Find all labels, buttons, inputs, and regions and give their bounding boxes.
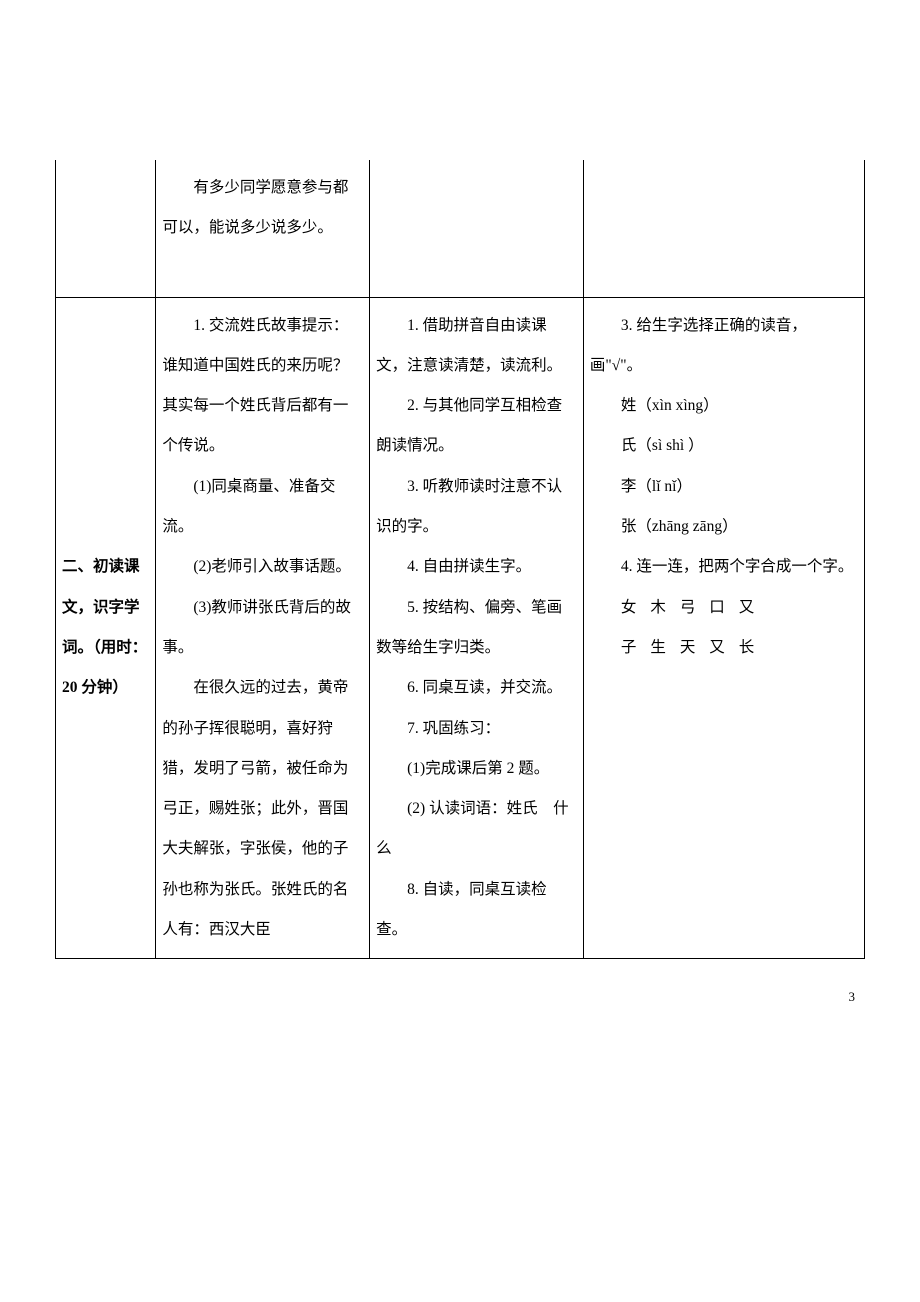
stage-line: 二、初读课 [62,547,149,587]
paragraph: (1)完成课后第 2 题。 [376,749,577,789]
lesson-table: 有多少同学愿意参与都可以，能说多少说多少。 二、初读课 文，识字学 词。（用时：… [55,160,865,959]
paragraph: 在很久远的过去，黄帝的孙子挥很聪明，喜好狩猎，发明了弓箭，被任命为弓正，赐姓张；… [162,668,363,950]
page-number: 3 [55,989,865,1005]
cell-student-activity-2: 1. 借助拼音自由读课文，注意读清楚，读流利。 2. 与其他同学互相检查朗读情况… [370,297,584,959]
cell-exercise-1 [583,160,864,297]
paragraph: (2) 认读词语：姓氏 什么 [376,789,577,870]
paragraph: (2)老师引入故事话题。 [162,547,363,587]
paragraph: 2. 与其他同学互相检查朗读情况。 [376,386,577,467]
table-row: 有多少同学愿意参与都可以，能说多少说多少。 [56,160,865,297]
paragraph: 4. 连一连，把两个字合成一个字。 [590,547,858,587]
stage-line: 20 分钟） [62,668,149,708]
paragraph: 1. 借助拼音自由读课文，注意读清楚，读流利。 [376,306,577,387]
paragraph: 1. 交流姓氏故事提示：谁知道中国姓氏的来历呢？其实每一个姓氏背后都有一个传说。 [162,306,363,467]
cell-teacher-activity-1: 有多少同学愿意参与都可以，能说多少说多少。 [156,160,370,297]
paragraph: 8. 自读，同桌互读检查。 [376,870,577,951]
paragraph: 张（zhāng zāng） [590,507,858,547]
char-row: 女木弓口又 [590,588,858,628]
char-row: 子生天又长 [590,628,858,668]
paragraph: 3. 听教师读时注意不认识的字。 [376,467,577,548]
paragraph: 3. 给生字选择正确的读音，画"√"。 [590,306,858,387]
paragraph: 姓（xìn xìng） [590,386,858,426]
cell-exercise-2: 3. 给生字选择正确的读音，画"√"。 姓（xìn xìng） 氏（sì shì… [583,297,864,959]
paragraph: 7. 巩固练习： [376,709,577,749]
paragraph: 有多少同学愿意参与都可以，能说多少说多少。 [162,168,363,249]
cell-teacher-activity-2: 1. 交流姓氏故事提示：谁知道中国姓氏的来历呢？其实每一个姓氏背后都有一个传说。… [156,297,370,959]
stage-line: 词。（用时： [62,628,149,668]
paragraph: (1)同桌商量、准备交流。 [162,467,363,548]
stage-line: 文，识字学 [62,588,149,628]
cell-stage-label-2: 二、初读课 文，识字学 词。（用时： 20 分钟） [56,297,156,959]
cell-stage-label-1 [56,160,156,297]
paragraph: 5. 按结构、偏旁、笔画数等给生字归类。 [376,588,577,669]
paragraph: 4. 自由拼读生字。 [376,547,577,587]
table-row: 二、初读课 文，识字学 词。（用时： 20 分钟） 1. 交流姓氏故事提示：谁知… [56,297,865,959]
content-table: 有多少同学愿意参与都可以，能说多少说多少。 二、初读课 文，识字学 词。（用时：… [55,160,865,959]
cell-student-activity-1 [370,160,584,297]
paragraph: 李（lǐ nǐ） [590,467,858,507]
paragraph: 6. 同桌互读，并交流。 [376,668,577,708]
paragraph: 氏（sì shì ） [590,426,858,466]
paragraph: (3)教师讲张氏背后的故事。 [162,588,363,669]
